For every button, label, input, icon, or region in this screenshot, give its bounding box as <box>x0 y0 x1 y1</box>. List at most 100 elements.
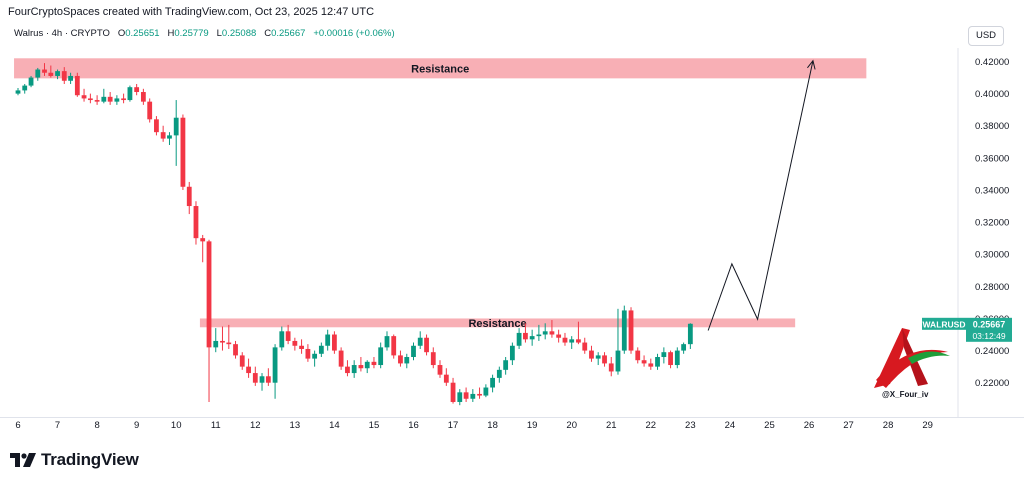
tradingview-wordmark: TradingView <box>41 450 139 469</box>
candle <box>325 329 331 351</box>
candle-body <box>424 337 429 353</box>
candle-body <box>430 352 436 366</box>
tradingview-brand[interactable]: TradingView <box>10 450 139 470</box>
candle-body <box>358 365 364 369</box>
candle-body <box>562 337 568 343</box>
x-tick-label: 18 <box>487 420 498 431</box>
candle <box>443 368 449 386</box>
candle-body <box>28 77 34 86</box>
candle <box>147 98 153 123</box>
candle <box>173 100 179 166</box>
candle-body <box>121 98 126 101</box>
candle-body <box>180 117 186 187</box>
candle <box>42 63 47 76</box>
candle-body <box>154 119 159 133</box>
candle <box>542 323 548 340</box>
candle <box>206 239 212 402</box>
candle-body <box>81 95 87 99</box>
x-tick-label: 12 <box>250 420 261 431</box>
candle-body <box>595 355 601 359</box>
candle-body <box>364 361 370 369</box>
open-value: 0.25651 <box>125 28 160 39</box>
candle-body <box>127 87 133 101</box>
x-tick-label: 22 <box>646 420 657 431</box>
bar-countdown: 03:12:49 <box>972 331 1005 341</box>
x-tick-label: 6 <box>15 420 20 431</box>
candle-body <box>443 374 449 383</box>
symbol-tag-label: WALRUSD <box>923 319 966 329</box>
candle-body <box>523 332 528 340</box>
candle <box>305 344 311 362</box>
candle-body <box>68 75 74 81</box>
candle-body <box>265 376 271 383</box>
y-tick-label: 0.28000 <box>975 282 1009 293</box>
x-tick-label: 24 <box>725 420 736 431</box>
candle <box>576 321 581 345</box>
candle-body <box>299 345 304 349</box>
candle-body <box>615 350 621 372</box>
candle-body <box>608 363 614 372</box>
resistance-zone <box>199 318 796 328</box>
candle <box>595 352 601 366</box>
candle <box>94 95 100 105</box>
candle-body <box>193 206 199 239</box>
symbol-name[interactable]: Walrus · 4h · CRYPTO <box>14 28 110 39</box>
candle <box>121 93 126 104</box>
candle-body <box>470 393 476 399</box>
candle-body <box>681 344 687 351</box>
x-tick-label: 17 <box>448 420 459 431</box>
candle-body <box>246 366 251 374</box>
close-label: C <box>264 28 272 39</box>
author-handle: @X_Four_iv <box>882 390 929 399</box>
candle <box>496 366 502 383</box>
candle-body <box>318 345 324 354</box>
candle <box>450 377 456 404</box>
candle <box>239 352 245 370</box>
x-tick-label: 15 <box>369 420 380 431</box>
candle-body <box>305 348 311 359</box>
y-tick-label: 0.36000 <box>975 153 1009 164</box>
y-tick-label: 0.34000 <box>975 185 1009 196</box>
candle-body <box>15 90 21 94</box>
candle <box>404 353 410 369</box>
candle <box>602 352 607 367</box>
candle-body <box>635 350 641 361</box>
candle <box>180 114 186 190</box>
change-value: +0.00016 (+0.06%) <box>313 28 395 39</box>
resistance-zone-label: Resistance <box>411 63 469 75</box>
resistance-zone <box>14 58 867 79</box>
candle <box>371 357 377 369</box>
candle-body <box>87 98 93 101</box>
candle-body <box>351 365 357 374</box>
candle-body <box>483 387 489 396</box>
candle <box>562 332 568 346</box>
candle-body <box>569 339 575 343</box>
candle <box>160 125 166 142</box>
candle-body <box>628 310 634 351</box>
candle-body <box>55 71 60 76</box>
x-tick-label: 14 <box>329 420 340 431</box>
x-tick-label: 21 <box>606 420 617 431</box>
candle-body <box>101 96 107 102</box>
x-tick-label: 19 <box>527 420 538 431</box>
candle <box>417 331 423 349</box>
x-tick-label: 23 <box>685 420 696 431</box>
candle <box>55 69 60 80</box>
candle <box>48 65 54 78</box>
candle <box>312 350 318 367</box>
projection-arrowhead <box>807 59 816 70</box>
candle-body <box>22 85 28 91</box>
currency-button[interactable]: USD <box>968 26 1004 46</box>
symbol-tag <box>922 317 966 330</box>
candle-body <box>477 393 482 396</box>
candle-body <box>668 352 673 366</box>
candle <box>549 320 555 338</box>
candle <box>364 360 370 374</box>
candle-body <box>687 323 693 345</box>
candle-body <box>457 392 463 402</box>
candlestick-chart[interactable]: Resistance Resistance 0.42000 0.40000 0.3800… <box>0 0 1024 444</box>
candle <box>358 357 364 372</box>
candle <box>437 360 443 378</box>
candle <box>101 88 107 104</box>
candle <box>641 355 647 367</box>
